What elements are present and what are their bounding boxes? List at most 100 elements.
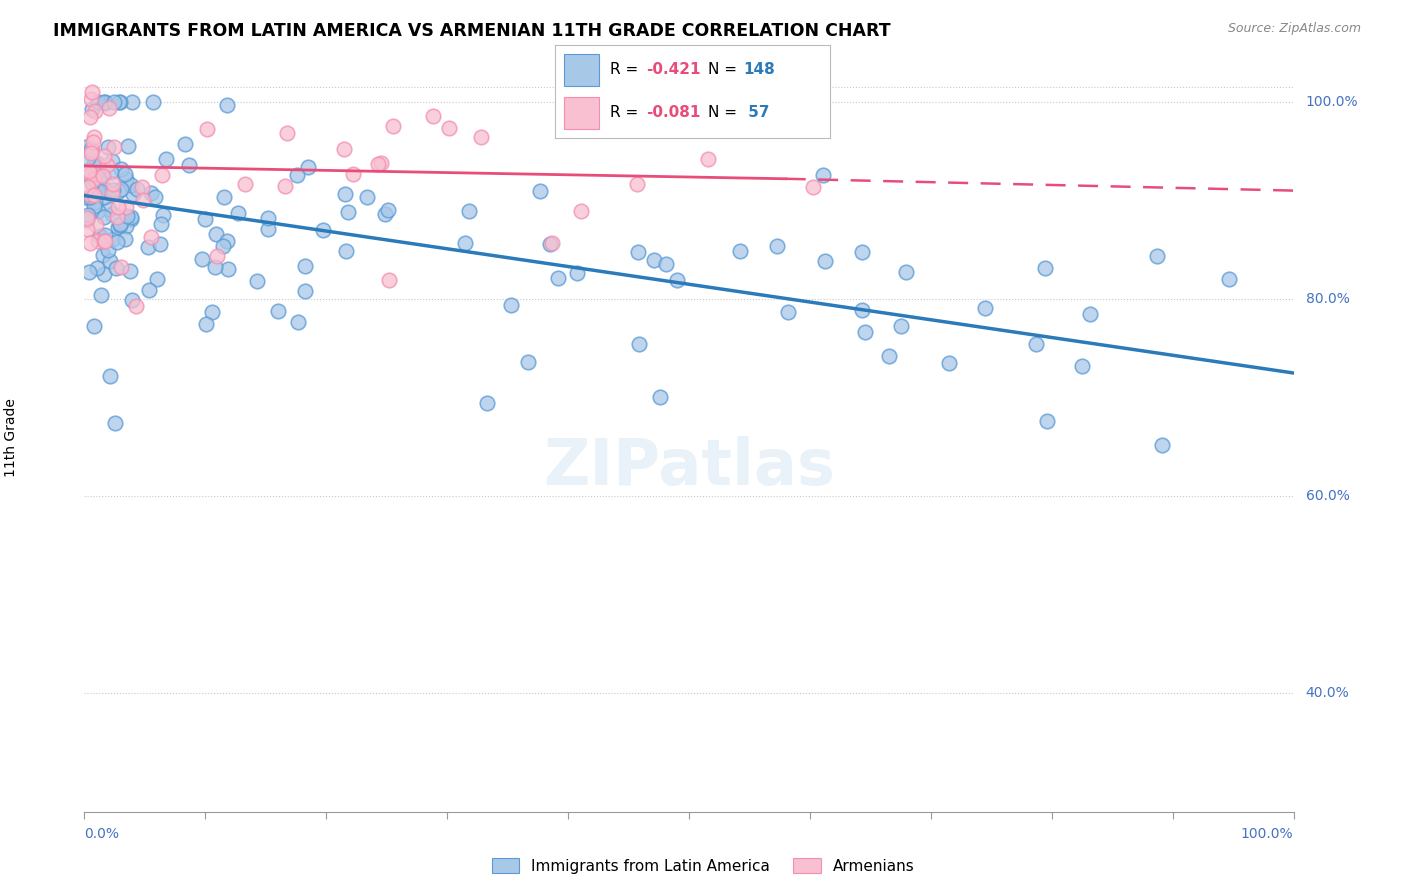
Text: 0.0%: 0.0% bbox=[84, 827, 120, 840]
Text: Source: ZipAtlas.com: Source: ZipAtlas.com bbox=[1227, 22, 1361, 36]
Point bbox=[1150, 438, 1173, 452]
Point bbox=[356, 190, 378, 204]
Point bbox=[77, 265, 100, 279]
Point bbox=[75, 140, 97, 154]
Point bbox=[79, 142, 101, 156]
Text: ZIPatlas: ZIPatlas bbox=[543, 435, 835, 498]
Point bbox=[82, 85, 104, 99]
Point bbox=[91, 248, 114, 262]
Point bbox=[145, 190, 167, 204]
Point bbox=[93, 95, 115, 109]
Point bbox=[80, 102, 103, 116]
Point bbox=[91, 169, 114, 183]
Point bbox=[98, 202, 121, 216]
Point bbox=[287, 315, 309, 329]
Text: IMMIGRANTS FROM LATIN AMERICA VS ARMENIAN 11TH GRADE CORRELATION CHART: IMMIGRANTS FROM LATIN AMERICA VS ARMENIA… bbox=[53, 22, 891, 40]
Point bbox=[890, 319, 912, 334]
Point bbox=[93, 211, 115, 225]
Point bbox=[312, 223, 335, 237]
Point bbox=[97, 243, 120, 257]
Point bbox=[103, 95, 125, 109]
Point bbox=[648, 390, 671, 404]
Point bbox=[177, 158, 200, 172]
Point bbox=[98, 254, 121, 268]
Point bbox=[89, 184, 111, 198]
Point bbox=[666, 273, 689, 287]
Point bbox=[91, 169, 114, 184]
Point bbox=[107, 95, 129, 109]
Point bbox=[138, 284, 160, 298]
Text: 57: 57 bbox=[744, 105, 769, 120]
Point bbox=[100, 164, 122, 178]
Text: 60.0%: 60.0% bbox=[1306, 489, 1350, 503]
Point bbox=[212, 190, 235, 204]
Point bbox=[274, 179, 297, 194]
Point bbox=[110, 162, 132, 177]
Point bbox=[83, 319, 105, 334]
Point bbox=[122, 186, 145, 201]
Point bbox=[94, 235, 117, 249]
Point bbox=[107, 200, 129, 214]
Point bbox=[115, 200, 138, 214]
Point bbox=[76, 213, 98, 227]
Point bbox=[101, 154, 124, 169]
Text: 11th Grade: 11th Grade bbox=[4, 398, 18, 476]
Point bbox=[335, 244, 357, 258]
Point bbox=[107, 184, 129, 198]
Point bbox=[83, 172, 105, 186]
Point bbox=[1025, 336, 1047, 351]
Point bbox=[108, 218, 131, 232]
Point bbox=[82, 176, 104, 190]
Point bbox=[381, 119, 404, 133]
Point bbox=[79, 190, 101, 204]
Point bbox=[101, 183, 124, 197]
Point bbox=[83, 157, 105, 171]
Point bbox=[529, 184, 551, 198]
Point bbox=[83, 167, 105, 181]
Point bbox=[79, 167, 101, 181]
Point bbox=[84, 103, 107, 118]
Point bbox=[105, 235, 128, 249]
Point bbox=[114, 168, 136, 182]
Point bbox=[120, 264, 142, 278]
Point bbox=[285, 168, 308, 182]
Point bbox=[150, 168, 173, 182]
Point bbox=[567, 267, 589, 281]
Point bbox=[87, 203, 110, 218]
Point bbox=[367, 156, 389, 170]
Point bbox=[1146, 249, 1168, 263]
Point bbox=[93, 182, 115, 196]
Point bbox=[104, 416, 127, 430]
Point bbox=[851, 245, 873, 260]
Bar bbox=[564, 54, 599, 86]
Point bbox=[120, 178, 142, 192]
Point bbox=[470, 130, 492, 145]
Point bbox=[79, 110, 101, 124]
Point bbox=[1033, 261, 1056, 276]
Point bbox=[110, 260, 132, 275]
Point bbox=[100, 186, 122, 201]
Point bbox=[136, 240, 159, 254]
Point bbox=[83, 195, 105, 210]
Point bbox=[627, 337, 650, 351]
Point bbox=[501, 298, 523, 312]
Point bbox=[626, 177, 648, 191]
Point bbox=[83, 130, 105, 145]
Point bbox=[114, 232, 136, 246]
Point bbox=[813, 253, 835, 268]
Point bbox=[93, 268, 115, 282]
Point bbox=[152, 208, 174, 222]
Point bbox=[141, 186, 163, 201]
Point bbox=[94, 228, 117, 243]
Point bbox=[77, 208, 100, 222]
Point bbox=[235, 178, 257, 192]
Point bbox=[294, 284, 316, 298]
Point bbox=[475, 396, 498, 410]
Point bbox=[336, 205, 359, 219]
Point bbox=[125, 299, 148, 313]
Point bbox=[120, 211, 142, 226]
Point bbox=[149, 237, 172, 252]
Point bbox=[643, 252, 665, 267]
Point bbox=[776, 305, 799, 319]
Point bbox=[1080, 307, 1102, 321]
